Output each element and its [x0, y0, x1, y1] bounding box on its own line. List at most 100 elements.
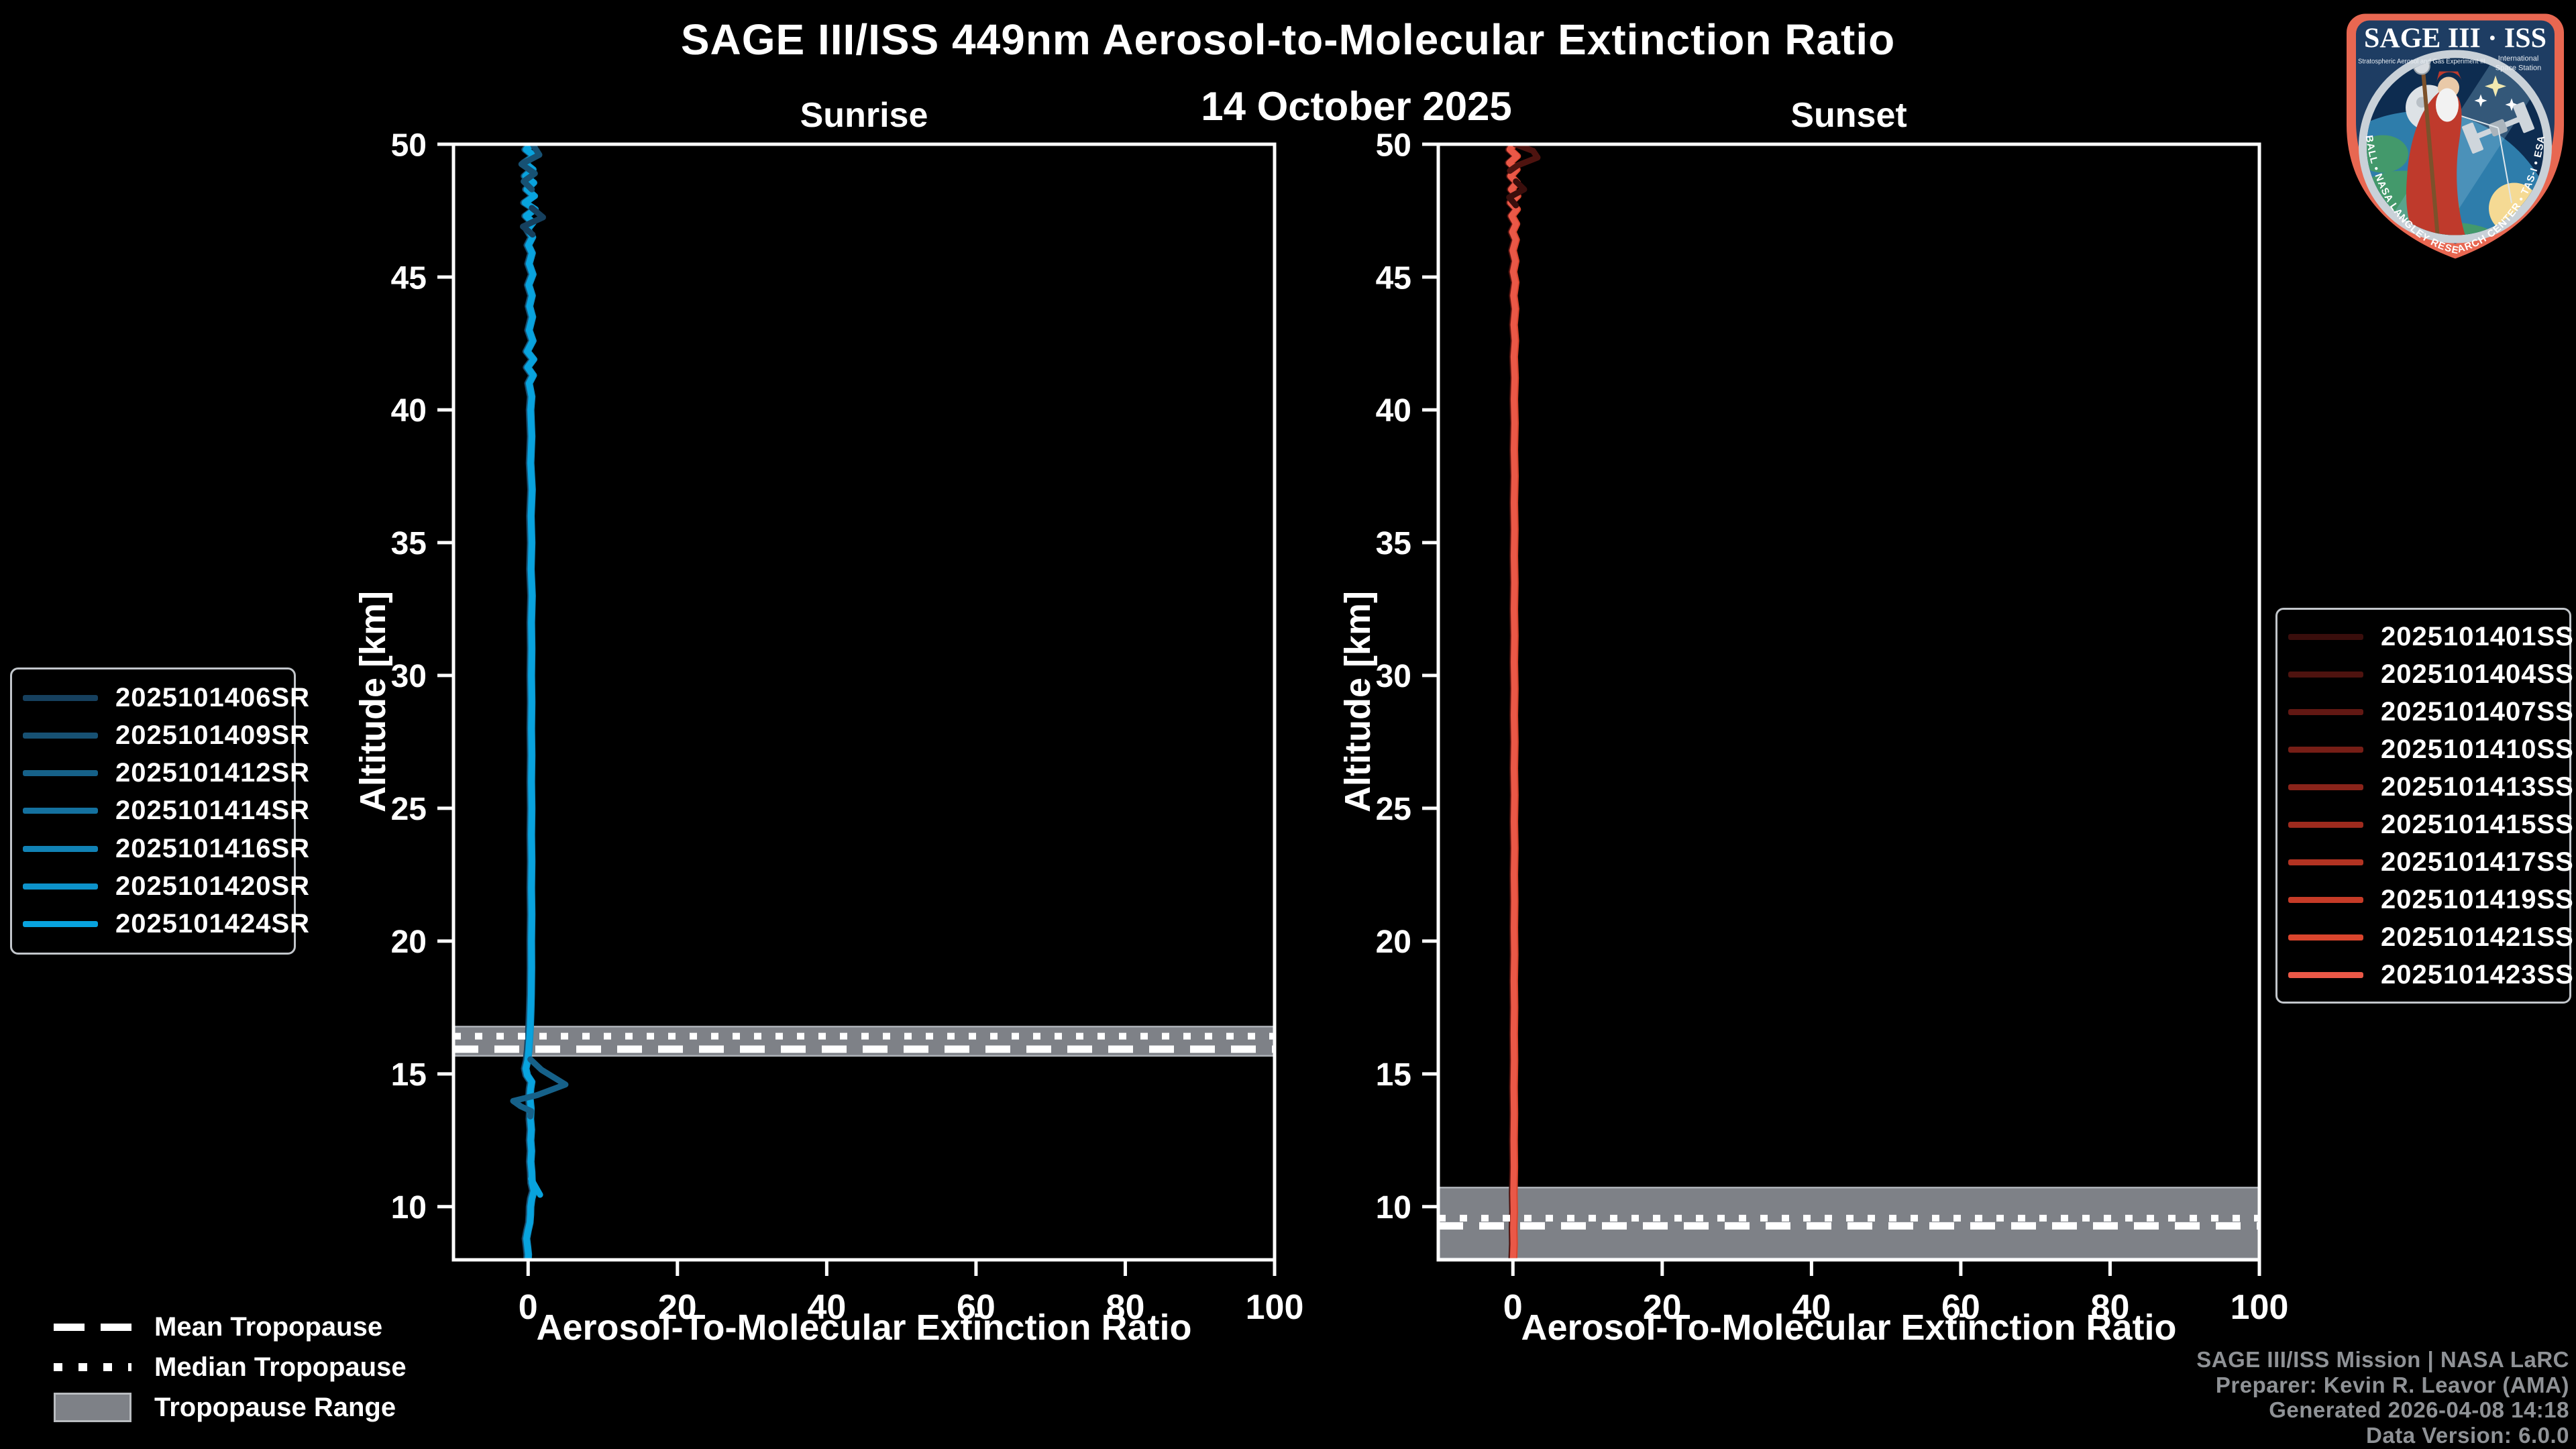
legend-item-label: 2025101412SR [115, 758, 311, 788]
legend-item: 2025101407SS [2277, 697, 2573, 727]
legend-item: 2025101406SR [12, 683, 309, 713]
median-tropopause-label: Median Tropopause [154, 1352, 407, 1382]
legend-line-sample [23, 808, 98, 814]
patch-subtitle-left: Stratospheric Aerosol and Gas Experiment… [2358, 58, 2485, 66]
legend-item: 2025101421SS [2277, 922, 2573, 953]
x-tick-label: 0 [1503, 1288, 1523, 1327]
legend-line-sample [23, 694, 98, 701]
legend-line-sample [2288, 971, 2363, 978]
legend-item: 2025101416SR [12, 834, 309, 864]
sunset-x-axis-label: Aerosol-To-Molecular Extinction Ratio [1521, 1307, 2177, 1348]
mean-tropopause-label: Mean Tropopause [154, 1311, 383, 1342]
x-tick-label: 40 [1792, 1288, 1831, 1327]
x-tick-label: 20 [658, 1288, 697, 1327]
legend-item-label: 2025101421SS [2381, 922, 2574, 952]
earth [2367, 111, 2544, 235]
x-tick-label: 20 [1643, 1288, 1682, 1327]
legend-item-label: 2025101420SR [115, 871, 311, 902]
legend-line-sample [23, 770, 98, 777]
y-tick-label: 50 [391, 127, 427, 163]
profile-anomaly-line [528, 1175, 543, 1198]
father-time-figure [2406, 58, 2467, 235]
legend-line-sample [23, 845, 98, 852]
legend-item-label: 2025101410SS [2381, 734, 2574, 764]
mean-tropopause-dash-sample [54, 1323, 131, 1331]
date-subtitle: 14 October 2025 [1201, 84, 1512, 129]
sunrise-plot-area [453, 144, 1275, 1260]
legend-item: 2025101419SS [2277, 885, 2573, 915]
legend-line-sample [23, 883, 98, 890]
median-tropopause-dot-sample [54, 1363, 131, 1371]
sunset-panel-title: Sunset [1790, 96, 1907, 135]
y-tick-label: 25 [1376, 792, 1411, 827]
y-tick-label: 10 [391, 1190, 427, 1226]
credits: SAGE III/ISS Mission | NASA LaRC Preparer… [2196, 1347, 2569, 1448]
star-icon [2505, 98, 2518, 111]
y-tick-label: 15 [391, 1057, 427, 1093]
tropopause-range-label: Tropopause Range [154, 1392, 396, 1422]
axes-frame [1436, 142, 2261, 1262]
x-tick-label: 0 [519, 1288, 538, 1327]
y-tick-label: 30 [1376, 659, 1411, 694]
legend-line-sample [2288, 633, 2363, 640]
legend-item-label: 2025101409SR [115, 720, 311, 750]
legend-item-label: 2025101419SS [2381, 884, 2574, 914]
y-tick-label: 20 [1376, 924, 1411, 960]
y-tick-label: 35 [391, 526, 427, 561]
legend-item: 2025101414SR [12, 796, 309, 826]
legend-item: 2025101410SS [2277, 735, 2573, 765]
x-tick-label: 40 [807, 1288, 846, 1327]
y-tick-label: 35 [1376, 526, 1411, 561]
x-tick-label: 60 [1941, 1288, 1980, 1327]
star-icon [2485, 75, 2506, 97]
tropopause-range-legend-item: Tropopause Range [13, 1387, 483, 1428]
sunrise-y-axis-label: Altitude [km] [353, 591, 393, 812]
sunset-legend: 2025101401SS 2025101404SS 2025101407SS 2025… [2275, 608, 2574, 1004]
legend-item-label: 2025101414SR [115, 796, 311, 826]
y-tick-label: 30 [391, 659, 427, 694]
legend-line-sample [23, 732, 98, 739]
tropopause-legend: Mean Tropopause Median Tropopause Tropop… [13, 1307, 483, 1428]
profile-anomaly-line [520, 205, 546, 238]
profile-anomaly-line [510, 1056, 569, 1120]
sunset-plot-area [1438, 144, 2259, 1260]
legend-item: 2025101412SR [12, 758, 309, 788]
legend-line-sample [2288, 859, 2363, 865]
y-tick-label: 50 [1376, 127, 1411, 163]
x-tick-label: 60 [957, 1288, 996, 1327]
legend-item: 2025101404SS [2277, 659, 2573, 690]
x-tick-label: 80 [1106, 1288, 1145, 1327]
legend-item-label: 2025101407SS [2381, 696, 2574, 727]
patch-title: SAGE III · ISS [2364, 23, 2546, 54]
y-tick-label: 20 [391, 924, 427, 960]
star-icon [2474, 94, 2487, 107]
legend-line-sample [2288, 821, 2363, 828]
profile-anomaly-line [1507, 144, 1541, 174]
earth-landmass [2367, 135, 2408, 173]
sunrise-legend: 2025101406SR 2025101409SR 2025101412SR 2025… [10, 667, 309, 955]
legend-item: 2025101401SS [2277, 622, 2573, 652]
x-tick-label: 80 [2091, 1288, 2130, 1327]
legend-item: 2025101413SS [2277, 772, 2573, 802]
legend-item: 2025101423SS [2277, 960, 2573, 990]
median-tropopause-legend-item: Median Tropopause [13, 1347, 483, 1387]
y-tick-label: 15 [1376, 1057, 1411, 1093]
legend-line-sample [2288, 746, 2363, 753]
legend-line-sample [2288, 934, 2363, 941]
profile-anomaly-line [518, 144, 543, 193]
legend-item: 2025101420SR [12, 871, 309, 902]
sunset-y-axis-label: Altitude [km] [1338, 591, 1378, 812]
mean-tropopause-legend-item: Mean Tropopause [13, 1307, 483, 1347]
observation-ray [2498, 127, 2512, 203]
legend-item-label: 2025101401SS [2381, 621, 2574, 651]
y-tick-label: 40 [391, 393, 427, 429]
legend-item-label: 2025101415SS [2381, 809, 2574, 839]
axes-frame [451, 142, 1277, 1262]
sage-iii-iss-mission-patch: SAGE III · ISS Stratospheric Aerosol and… [2347, 13, 2564, 259]
patch-subtitle-right: Space Station [2496, 64, 2542, 72]
legend-line-sample [23, 921, 98, 928]
sunrise-x-axis-label: Aerosol-To-Molecular Extinction Ratio [536, 1307, 1192, 1348]
y-tick-label: 25 [391, 792, 427, 827]
